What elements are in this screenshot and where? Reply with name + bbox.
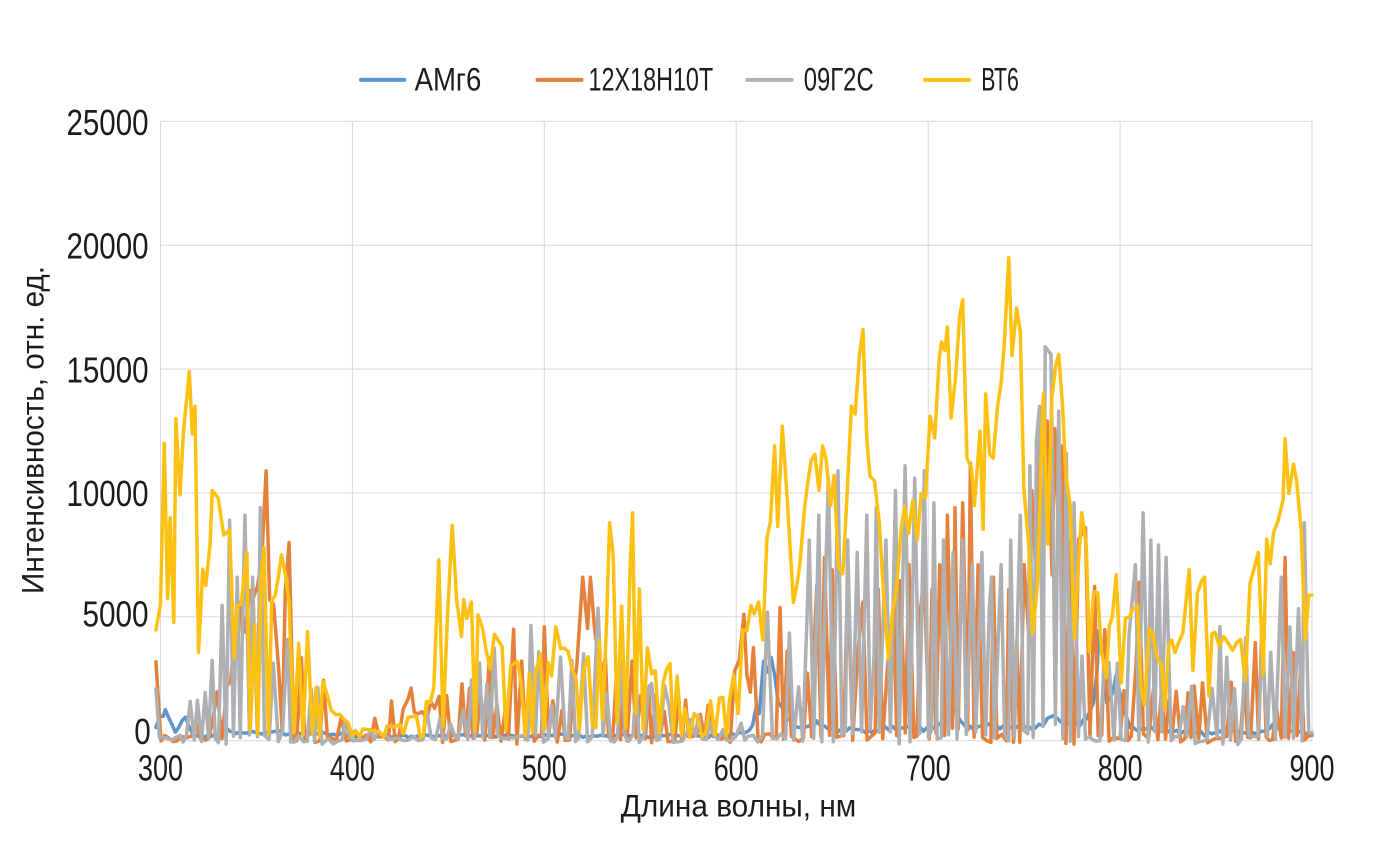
svg-text:700: 700 xyxy=(906,748,951,789)
svg-text:800: 800 xyxy=(1098,748,1143,789)
svg-text:500: 500 xyxy=(522,748,567,789)
svg-text:5000: 5000 xyxy=(83,594,149,635)
svg-text:300: 300 xyxy=(138,748,183,789)
svg-text:ВТ6: ВТ6 xyxy=(981,61,1019,97)
svg-text:12Х18Н10Т: 12Х18Н10Т xyxy=(589,61,714,97)
svg-text:Интенсивность, отн. ед.: Интенсивность, отн. ед. xyxy=(15,266,51,594)
svg-text:09Г2С: 09Г2С xyxy=(804,61,874,97)
svg-text:15000: 15000 xyxy=(67,349,149,390)
svg-text:10000: 10000 xyxy=(67,473,149,514)
svg-text:400: 400 xyxy=(330,748,375,789)
svg-text:900: 900 xyxy=(1290,748,1335,789)
svg-text:25000: 25000 xyxy=(67,102,149,143)
svg-text:Длина волны, нм: Длина волны, нм xyxy=(621,788,857,824)
svg-text:600: 600 xyxy=(714,748,759,789)
svg-text:20000: 20000 xyxy=(67,226,149,267)
svg-text:0: 0 xyxy=(134,711,151,752)
svg-text:АМг6: АМг6 xyxy=(415,61,482,97)
